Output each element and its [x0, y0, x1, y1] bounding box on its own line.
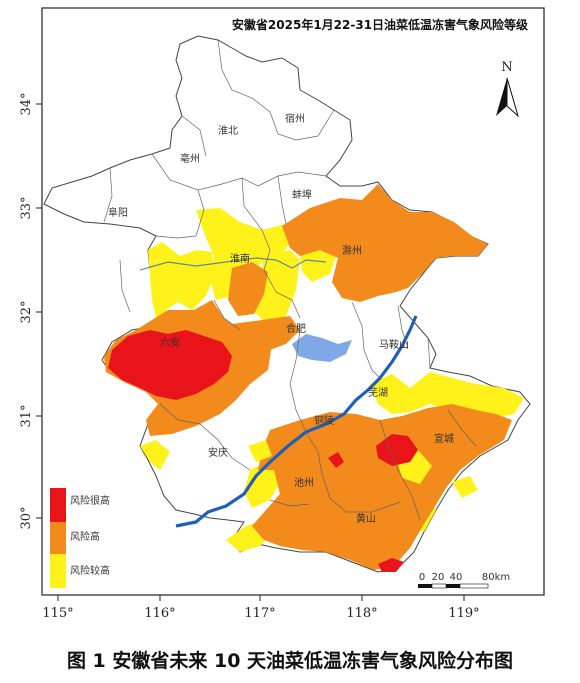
city-label-maanshan: 马鞍山 — [379, 338, 409, 351]
y-axis-ticks — [36, 103, 42, 519]
city-label-chizhou: 池州 — [294, 476, 314, 489]
legend-swatch-very-high — [50, 488, 66, 522]
city-label-chuzhou: 滁州 — [342, 244, 362, 257]
chaohu-lake — [292, 334, 352, 362]
x-axis-labels: 115° 116° 117° 118° 119° — [42, 606, 479, 621]
scale-label-40: 40 — [450, 572, 463, 583]
city-label-anqing: 安庆 — [208, 446, 228, 459]
admin-borders — [103, 39, 477, 521]
y-tick-30: 30° — [19, 506, 34, 529]
city-label-bengbu: 蚌埠 — [292, 188, 312, 201]
y-tick-32: 32° — [19, 300, 34, 323]
legend-label-high: 风险高 — [70, 530, 100, 543]
legend-swatch-high — [50, 522, 66, 554]
city-label-bozhou: 亳州 — [180, 152, 200, 165]
city-label-huainan: 淮南 — [230, 252, 250, 265]
x-tick-115: 115° — [42, 606, 73, 621]
scale-bar: 0 20 40 80km — [418, 572, 510, 589]
y-axis-labels: 34° 33° 32° 31° 30° — [19, 92, 34, 529]
scale-label-20: 20 — [432, 572, 445, 583]
north-label: N — [501, 60, 512, 75]
huai-river — [139, 257, 327, 271]
x-axis-ticks — [57, 595, 465, 601]
figure-caption: 图 1 安徽省未来 10 天油菜低温冻害气象风险分布图 — [66, 650, 514, 672]
x-tick-116: 116° — [144, 606, 175, 621]
x-tick-119: 119° — [448, 606, 479, 621]
scale-label-0: 0 — [419, 572, 425, 583]
y-tick-31: 31° — [19, 404, 34, 427]
city-label-tongling: 铜陵 — [314, 415, 334, 427]
risk-map: N 安徽省2025年1月22-31日油菜低温冻害气象风险等级 淮北 宿州 亳州 … — [19, 7, 545, 621]
scale-label-80km: 80km — [482, 572, 510, 583]
legend: 风险很高 风险高 风险较高 — [50, 488, 110, 588]
city-labels: 淮北 宿州 亳州 蚌埠 阜阳 淮南 滁州 六安 合肥 马鞍山 芜湖 铜陵 宣城 … — [108, 112, 454, 525]
legend-label-very-high: 风险很高 — [70, 494, 110, 507]
north-arrow: N — [496, 60, 519, 118]
x-tick-117: 117° — [244, 606, 275, 621]
city-label-fuyang: 阜阳 — [108, 206, 128, 219]
city-label-hefei: 合肥 — [286, 322, 306, 335]
y-tick-34: 34° — [19, 92, 34, 115]
map-title: 安徽省2025年1月22-31日油菜低温冻害气象风险等级 — [232, 17, 528, 32]
city-label-wuhu: 芜湖 — [368, 386, 388, 399]
city-label-huangshan: 黄山 — [356, 512, 376, 525]
city-label-suzhou: 宿州 — [285, 112, 305, 125]
y-tick-33: 33° — [19, 196, 34, 219]
x-tick-118: 118° — [346, 606, 377, 621]
city-label-xuancheng: 宣城 — [434, 432, 454, 445]
city-label-huaibei: 淮北 — [218, 125, 238, 137]
legend-label-higher: 风险较高 — [70, 564, 110, 577]
yangtze-river — [175, 315, 418, 528]
legend-swatch-higher — [50, 554, 66, 588]
city-label-luan: 六安 — [160, 336, 180, 349]
